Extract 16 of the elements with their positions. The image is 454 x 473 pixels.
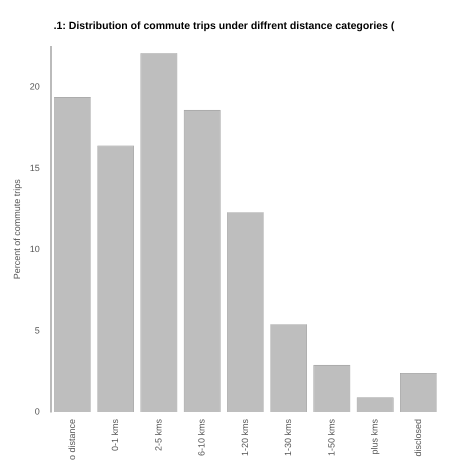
x-tick-label: o distance [66,418,77,460]
x-tick-label: 0-1 kms [110,418,120,451]
x-tick-label: 6-10 kms [196,418,207,456]
x-tick-label: disclosed [412,418,423,457]
x-tick-label: 1-20 kms [240,418,250,456]
y-tick-label: 20 [30,82,40,92]
y-tick-label: 15 [30,162,40,173]
y-tick-label: 0 [34,406,40,416]
y-tick-label: 10 [30,244,40,254]
x-tick-label: 1-50 kms [326,418,336,456]
y-tick-label: 5 [34,325,40,336]
chart-title: .1: Distribution of commute trips under diffrent distance categories ( [54,20,395,32]
x-tick-label: 1-30 kms [283,418,294,456]
x-tick-label: 2-5 kms [153,418,164,451]
y-axis-title: Percent of commute trips [12,178,22,280]
x-tick-label: plus kms [370,418,380,454]
